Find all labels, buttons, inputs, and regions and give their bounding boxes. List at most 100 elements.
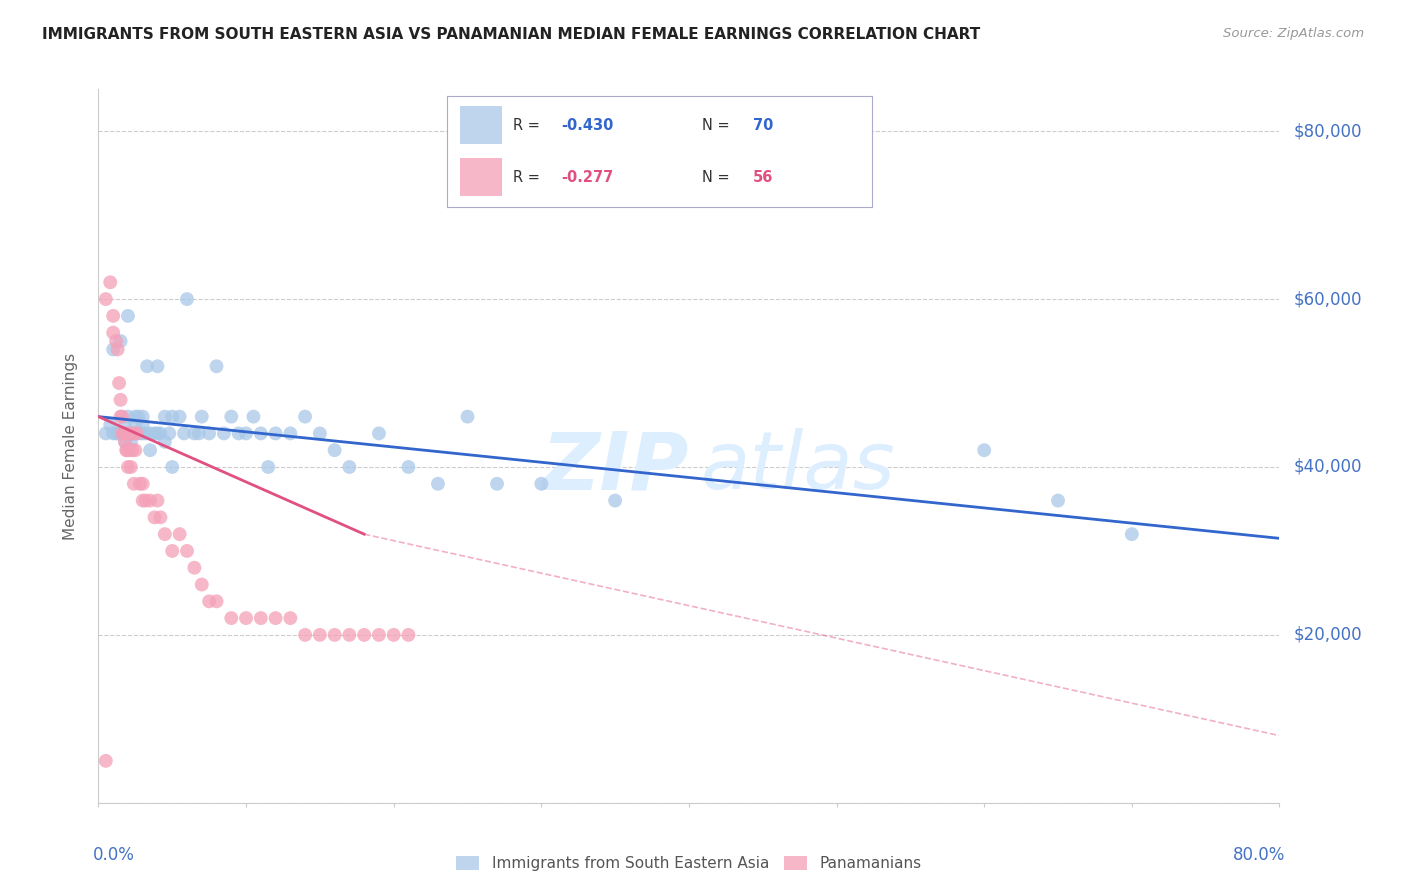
Point (111, 409, 134, 424)
Point (107, 343, 129, 357)
Point (118, 443, 141, 458)
Point (112, 426, 135, 441)
Point (117, 426, 139, 441)
Point (122, 476, 145, 491)
Point (183, 426, 205, 441)
Point (198, 426, 221, 441)
Point (205, 359, 228, 374)
Point (121, 426, 143, 441)
Point (107, 426, 129, 441)
Point (98, 275, 121, 289)
Point (139, 426, 162, 441)
Point (242, 409, 264, 424)
Point (309, 426, 332, 441)
Point (169, 409, 191, 424)
Point (228, 426, 250, 441)
Legend: Immigrants from South Eastern Asia, Panamanians: Immigrants from South Eastern Asia, Pana… (450, 850, 928, 877)
Point (278, 426, 302, 441)
Point (132, 476, 155, 491)
Point (368, 628, 391, 642)
Point (124, 443, 146, 458)
Point (132, 426, 155, 441)
Point (103, 326, 125, 340)
Point (94, 426, 117, 441)
Point (127, 409, 149, 424)
Point (115, 443, 138, 458)
Point (382, 628, 405, 642)
Point (191, 577, 214, 591)
Point (136, 359, 159, 374)
Point (264, 611, 287, 625)
Point (149, 510, 172, 524)
Point (396, 460, 419, 475)
Point (153, 409, 176, 424)
Point (128, 476, 150, 491)
Point (219, 611, 242, 625)
Point (212, 426, 235, 441)
Point (169, 527, 191, 541)
Point (183, 560, 205, 574)
Text: $60,000: $60,000 (1294, 290, 1362, 308)
Point (309, 628, 332, 642)
Point (257, 460, 280, 475)
Point (605, 493, 627, 508)
Text: 0.0%: 0.0% (93, 846, 135, 863)
Point (114, 434, 136, 449)
Point (973, 443, 995, 458)
Point (162, 544, 183, 558)
Point (187, 426, 209, 441)
Point (132, 493, 155, 508)
Point (111, 426, 134, 441)
Point (108, 376, 131, 390)
Point (143, 510, 166, 524)
Point (117, 409, 139, 424)
Point (368, 426, 391, 441)
Point (117, 460, 139, 475)
Point (135, 426, 157, 441)
Point (110, 392, 132, 407)
Point (110, 409, 132, 424)
Point (456, 409, 478, 424)
Point (103, 343, 125, 357)
Point (1046, 493, 1069, 508)
Point (149, 426, 172, 441)
Point (124, 426, 146, 441)
Point (124, 409, 146, 424)
Point (117, 426, 139, 441)
Point (176, 544, 198, 558)
Point (264, 426, 287, 441)
Point (122, 426, 145, 441)
Point (120, 426, 142, 441)
Text: ZIP: ZIP (541, 428, 689, 507)
Point (124, 417, 146, 432)
Point (162, 409, 183, 424)
Point (110, 426, 132, 441)
Point (132, 409, 155, 424)
Point (146, 426, 169, 441)
Point (173, 426, 195, 441)
Point (103, 426, 125, 441)
Point (250, 426, 273, 441)
Point (294, 628, 316, 642)
Point (94, 292, 117, 306)
Point (132, 417, 155, 432)
Text: 80.0%: 80.0% (1233, 846, 1285, 863)
Point (111, 426, 134, 441)
Point (146, 359, 169, 374)
Point (139, 493, 162, 508)
Point (323, 628, 346, 642)
Point (143, 426, 166, 441)
Point (103, 309, 125, 323)
Point (235, 426, 257, 441)
Point (157, 426, 180, 441)
Point (125, 426, 148, 441)
Text: $80,000: $80,000 (1294, 122, 1362, 140)
Point (153, 527, 176, 541)
Point (219, 409, 242, 424)
Point (114, 417, 136, 432)
Point (128, 426, 150, 441)
Point (396, 628, 419, 642)
Text: $40,000: $40,000 (1294, 458, 1362, 476)
Point (124, 426, 146, 441)
Point (121, 443, 143, 458)
